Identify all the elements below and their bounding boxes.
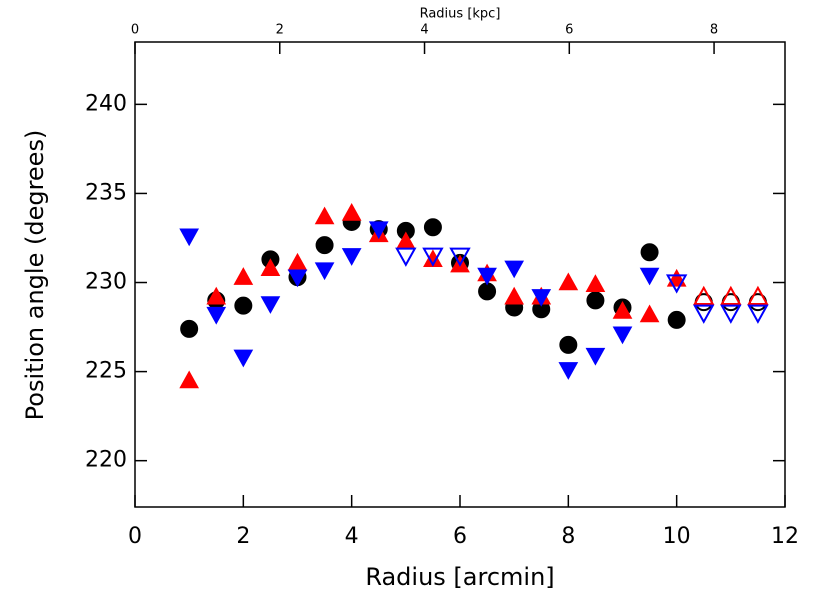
point bbox=[639, 267, 660, 286]
point bbox=[287, 252, 308, 271]
point bbox=[422, 247, 444, 267]
point bbox=[612, 300, 633, 319]
y-tick-label: 225 bbox=[85, 359, 127, 384]
point bbox=[665, 274, 688, 294]
point bbox=[558, 272, 579, 291]
point bbox=[720, 304, 742, 324]
x2-tick-label: 2 bbox=[276, 23, 284, 38]
point bbox=[341, 203, 362, 221]
x2-tick-label: 0 bbox=[131, 23, 139, 38]
x2-tick-label: 4 bbox=[420, 23, 428, 38]
point bbox=[693, 285, 715, 305]
point bbox=[234, 296, 253, 315]
point bbox=[666, 268, 687, 287]
x-tick-label: 10 bbox=[663, 524, 691, 549]
point bbox=[477, 267, 497, 286]
point bbox=[667, 310, 686, 329]
point bbox=[179, 228, 200, 247]
point bbox=[233, 267, 254, 285]
y-tick-label: 235 bbox=[85, 180, 127, 205]
point bbox=[612, 326, 633, 345]
point bbox=[395, 247, 417, 267]
y-tick-label: 220 bbox=[85, 448, 127, 473]
point bbox=[720, 285, 742, 305]
x-tick-label: 4 bbox=[345, 524, 359, 549]
point bbox=[233, 349, 254, 368]
point bbox=[559, 335, 578, 354]
x-tick-label: 12 bbox=[771, 524, 799, 549]
plot-frame bbox=[134, 41, 786, 508]
x-tick-label: 2 bbox=[236, 524, 250, 549]
point bbox=[693, 304, 715, 324]
point bbox=[206, 306, 227, 325]
point bbox=[341, 248, 362, 266]
y-axis-label: Position angle (degrees) bbox=[21, 130, 49, 421]
point bbox=[180, 319, 199, 338]
y-tick-label: 230 bbox=[85, 270, 127, 295]
point bbox=[585, 274, 606, 292]
point bbox=[586, 291, 605, 310]
point bbox=[260, 296, 281, 314]
point bbox=[504, 286, 525, 305]
x2-axis-label: Radius [kpc] bbox=[420, 7, 501, 22]
point bbox=[206, 286, 227, 305]
point bbox=[747, 304, 769, 324]
point bbox=[287, 269, 308, 288]
x-tick-label: 0 bbox=[128, 524, 142, 549]
point bbox=[558, 362, 579, 380]
point bbox=[314, 206, 335, 225]
x2-tick-label: 6 bbox=[565, 23, 573, 38]
point bbox=[640, 243, 659, 262]
y-tick-label: 240 bbox=[85, 91, 127, 116]
point bbox=[179, 370, 200, 389]
x2-tick-label: 8 bbox=[710, 23, 718, 38]
point bbox=[315, 236, 334, 255]
x-tick-label: 8 bbox=[561, 524, 575, 549]
point bbox=[368, 221, 389, 240]
point bbox=[504, 260, 525, 279]
point bbox=[449, 247, 471, 267]
point bbox=[478, 282, 497, 301]
point bbox=[639, 304, 660, 323]
x-axis-label: Radius [arcmin] bbox=[365, 563, 554, 591]
point bbox=[314, 262, 335, 281]
point bbox=[531, 289, 552, 307]
point bbox=[747, 285, 769, 305]
x-tick-label: 6 bbox=[453, 524, 467, 549]
point bbox=[423, 218, 442, 237]
point bbox=[260, 258, 281, 276]
point bbox=[585, 347, 606, 366]
